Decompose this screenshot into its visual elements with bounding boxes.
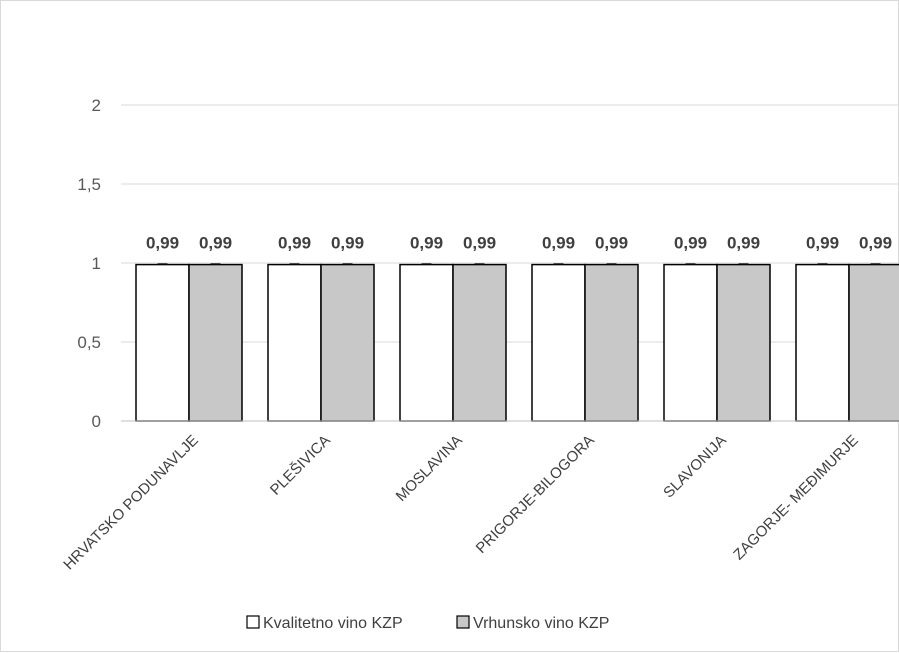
data-label: 0,99 bbox=[146, 234, 179, 253]
category-label: ZAGORJE- MEĐIMURJE bbox=[730, 432, 862, 564]
category-labels: HRVATSKO PODUNAVLJE PLEŠIVICA MOSLAVINA PRI… bbox=[60, 432, 861, 573]
data-label: 0,99 bbox=[199, 234, 232, 253]
bar-kvalitetno bbox=[399, 263, 454, 422]
data-label: 0,99 bbox=[595, 234, 628, 253]
data-label: 0,99 bbox=[806, 234, 839, 253]
data-label: 0,99 bbox=[410, 234, 443, 253]
bar-kvalitetno bbox=[663, 263, 718, 422]
bars bbox=[135, 263, 899, 422]
bar-vrhunsko bbox=[188, 263, 243, 422]
legend-label: Vrhunsko vino KZP bbox=[473, 615, 609, 632]
category-label: PRIGORJE-BILOGORA bbox=[473, 432, 598, 557]
category-label: PLEŠIVICA bbox=[267, 432, 334, 499]
y-tick-label: 0 bbox=[92, 412, 101, 431]
data-label: 0,99 bbox=[674, 234, 707, 253]
legend-label: Kvalitetno vino KZP bbox=[263, 615, 403, 632]
bar-kvalitetno bbox=[267, 263, 322, 422]
y-tick-label: 1,5 bbox=[77, 175, 101, 194]
category-label: HRVATSKO PODUNAVLJE bbox=[60, 432, 201, 573]
bar-vrhunsko bbox=[848, 263, 899, 422]
data-label: 0,99 bbox=[331, 234, 364, 253]
data-label: 0,99 bbox=[542, 234, 575, 253]
y-axis-ticks: 0 0,5 1 1,5 2 bbox=[77, 96, 101, 431]
bar-vrhunsko bbox=[584, 263, 639, 422]
bar-vrhunsko bbox=[320, 263, 375, 422]
legend: Kvalitetno vino KZP Vrhunsko vino KZP bbox=[246, 615, 609, 632]
data-label: 0,99 bbox=[463, 234, 496, 253]
bar-kvalitetno bbox=[135, 263, 190, 422]
data-label: 0,99 bbox=[859, 234, 892, 253]
data-label: 0,99 bbox=[278, 234, 311, 253]
category-label: MOSLAVINA bbox=[393, 432, 466, 505]
bar-kvalitetno bbox=[531, 263, 586, 422]
bar-vrhunsko bbox=[452, 263, 507, 422]
legend-swatch bbox=[246, 615, 260, 629]
bar-vrhunsko bbox=[716, 263, 771, 422]
y-tick-label: 0,5 bbox=[77, 333, 101, 352]
category-label: SLAVONIJA bbox=[660, 432, 730, 502]
y-tick-label: 2 bbox=[92, 96, 101, 115]
bar-kvalitetno bbox=[795, 263, 850, 422]
data-labels: 0,99 0,99 0,99 0,99 0,99 0,99 0,99 0,99 0,99 0,99… bbox=[146, 234, 892, 253]
legend-swatch bbox=[456, 615, 470, 629]
data-label: 0,99 bbox=[727, 234, 760, 253]
y-tick-label: 1 bbox=[92, 254, 101, 273]
